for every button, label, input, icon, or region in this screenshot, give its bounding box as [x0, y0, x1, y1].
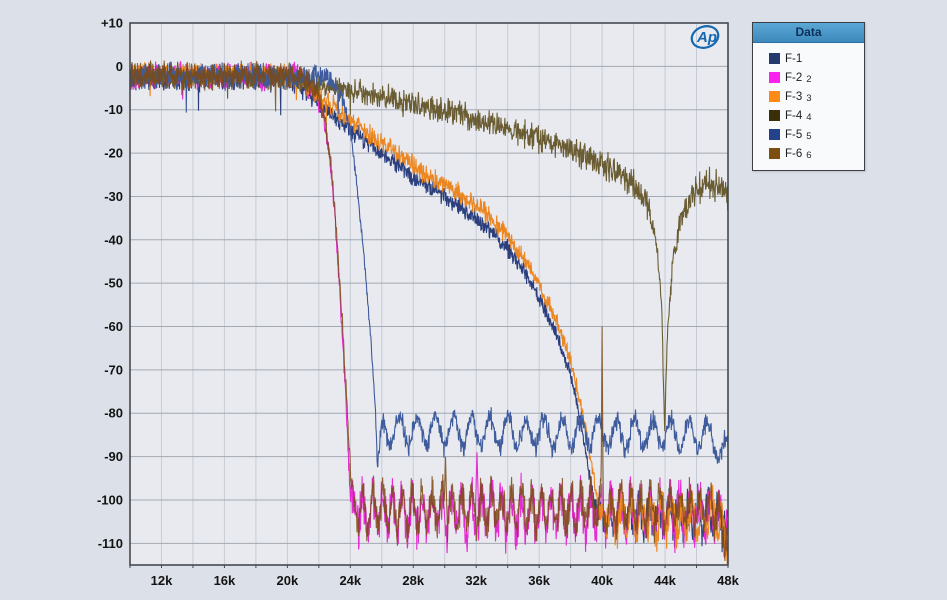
legend-swatch-f-5 — [769, 129, 780, 140]
legend-label: F-5 — [785, 128, 803, 141]
legend-item-f-2[interactable]: F-2 2 — [753, 68, 864, 87]
legend-label: F-6 — [785, 147, 803, 160]
x-tick-label: 44k — [654, 573, 676, 588]
x-tick-label: 28k — [402, 573, 424, 588]
y-tick-label: -100 — [97, 492, 123, 507]
svg-text:Ap: Ap — [696, 29, 717, 46]
y-tick-label: -40 — [104, 232, 123, 247]
legend-label-sub: 4 — [806, 112, 812, 123]
x-tick-label: 36k — [528, 573, 550, 588]
x-tick-label: 32k — [465, 573, 487, 588]
y-axis-labels: +10 0 -10 -20 -30 -40 -50 -60 -70 -80 -90 -100 -110 — [97, 16, 123, 551]
legend-swatch-f-2 — [769, 72, 780, 83]
legend-label: F-1 — [785, 52, 803, 65]
y-tick-label: -110 — [98, 536, 123, 551]
legend-panel: Data F-1 F-2 2 F-3 3 F-4 4 F-5 5 F-6 6 — [752, 22, 865, 171]
y-tick-label: -80 — [104, 406, 123, 421]
y-tick-label: -10 — [104, 102, 123, 117]
x-tick-label: 48k — [717, 573, 739, 588]
grid — [130, 23, 728, 565]
legend-item-f-5[interactable]: F-5 5 — [753, 125, 864, 144]
legend-swatch-f-6 — [769, 148, 780, 159]
legend-label-sub: 2 — [806, 74, 812, 85]
legend-rows: F-1 F-2 2 F-3 3 F-4 4 F-5 5 F-6 6 — [753, 43, 864, 170]
y-tick-label: +10 — [101, 16, 123, 31]
legend-item-f-4[interactable]: F-4 4 — [753, 106, 864, 125]
plot-border — [129, 22, 729, 566]
x-tick-label: 40k — [591, 573, 613, 588]
x-tick-label: 16k — [214, 573, 236, 588]
legend-label-sub: 6 — [806, 150, 812, 161]
legend-swatch-f-4 — [769, 110, 780, 121]
y-tick-label: -60 — [104, 319, 123, 334]
x-tick-label: 20k — [277, 573, 299, 588]
y-tick-label: -50 — [104, 276, 123, 291]
legend-label: F-4 — [785, 109, 803, 122]
legend-title: Data — [795, 25, 822, 39]
legend-swatch-f-3 — [769, 91, 780, 102]
x-tick-label: 24k — [339, 573, 361, 588]
legend-swatch-f-1 — [769, 53, 780, 64]
legend-item-f-1[interactable]: F-1 — [753, 49, 864, 68]
x-axis-labels: 12k 16k 20k 24k 28k 32k 36k 40k 44k 48k — [151, 573, 740, 588]
legend-label: F-2 — [785, 71, 803, 84]
x-tick-label: 12k — [151, 573, 173, 588]
y-tick-label: -90 — [104, 449, 123, 464]
trace-f-6 — [130, 60, 728, 561]
y-tick-label: 0 — [116, 59, 123, 74]
legend-item-f-3[interactable]: F-3 3 — [753, 87, 864, 106]
x-axis-ticks — [129, 565, 729, 568]
y-tick-label: -70 — [104, 362, 123, 377]
legend-item-f-6[interactable]: F-6 6 — [753, 144, 864, 163]
legend-label-sub: 3 — [806, 93, 812, 104]
legend-header: Data — [753, 23, 864, 43]
ap-logo-icon: Ap — [690, 25, 720, 49]
plot-background — [130, 23, 728, 565]
legend-label: F-3 — [785, 90, 803, 103]
legend-label-sub: 5 — [806, 131, 812, 142]
y-tick-label: -30 — [104, 189, 123, 204]
y-tick-label: -20 — [104, 146, 123, 161]
traces — [130, 60, 728, 565]
